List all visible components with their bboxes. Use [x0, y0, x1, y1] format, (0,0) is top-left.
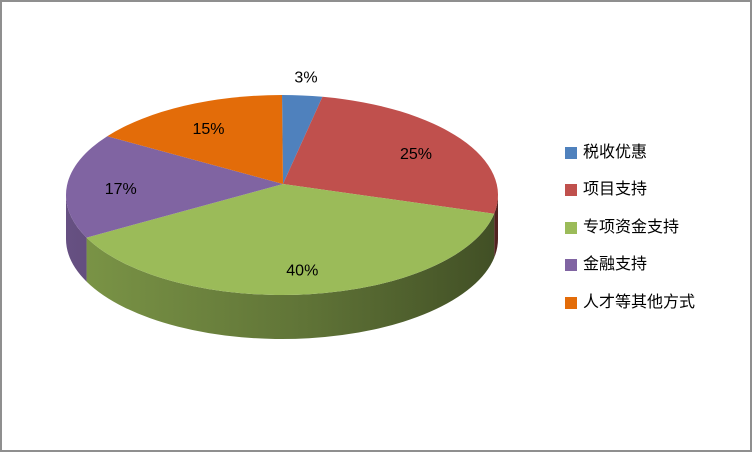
legend-item-1[interactable]: 项目支持: [565, 172, 695, 210]
data-label-1: 25%: [400, 146, 432, 163]
pie-chart-3d: 3% 25% 40% 17% 15%: [66, 70, 498, 340]
legend-swatch-icon: [565, 184, 577, 197]
legend-label: 人才等其他方式: [583, 293, 696, 311]
pie-slice-side-3: [66, 195, 87, 282]
legend-swatch-icon: [565, 259, 577, 272]
data-label-0: 3%: [294, 70, 317, 87]
legend-label: 专项资金支持: [583, 218, 680, 236]
pie-slice-3[interactable]: [66, 136, 284, 238]
legend-swatch-icon: [565, 296, 577, 309]
legend-label: 税收优惠: [583, 143, 648, 161]
pie-slice-side-2: [86, 213, 495, 340]
pie-slice-4[interactable]: [107, 95, 284, 184]
legend-label: 项目支持: [583, 181, 648, 199]
data-label-2: 40%: [286, 262, 318, 279]
legend-item-0[interactable]: 税收优惠: [565, 134, 695, 172]
legend-swatch-icon: [565, 146, 577, 159]
chart-legend: 税收优惠项目支持专项资金支持 金融支持人才等其他方式: [565, 134, 695, 322]
pie-slice-2[interactable]: [86, 184, 495, 295]
legend-item-2[interactable]: 专项资金支持: [565, 209, 695, 247]
pie-slice-1[interactable]: [283, 96, 498, 214]
data-label-3: 17%: [105, 181, 137, 198]
legend-item-4[interactable]: 人才等其他方式: [565, 284, 695, 322]
legend-label: 金融支持: [583, 256, 648, 274]
pie-slice-0[interactable]: [282, 95, 323, 184]
legend-swatch-icon: [565, 221, 577, 234]
legend-item-3[interactable]: 金融支持: [565, 247, 695, 285]
pie-slice-side-1: [494, 195, 498, 258]
data-label-4: 15%: [192, 121, 224, 138]
